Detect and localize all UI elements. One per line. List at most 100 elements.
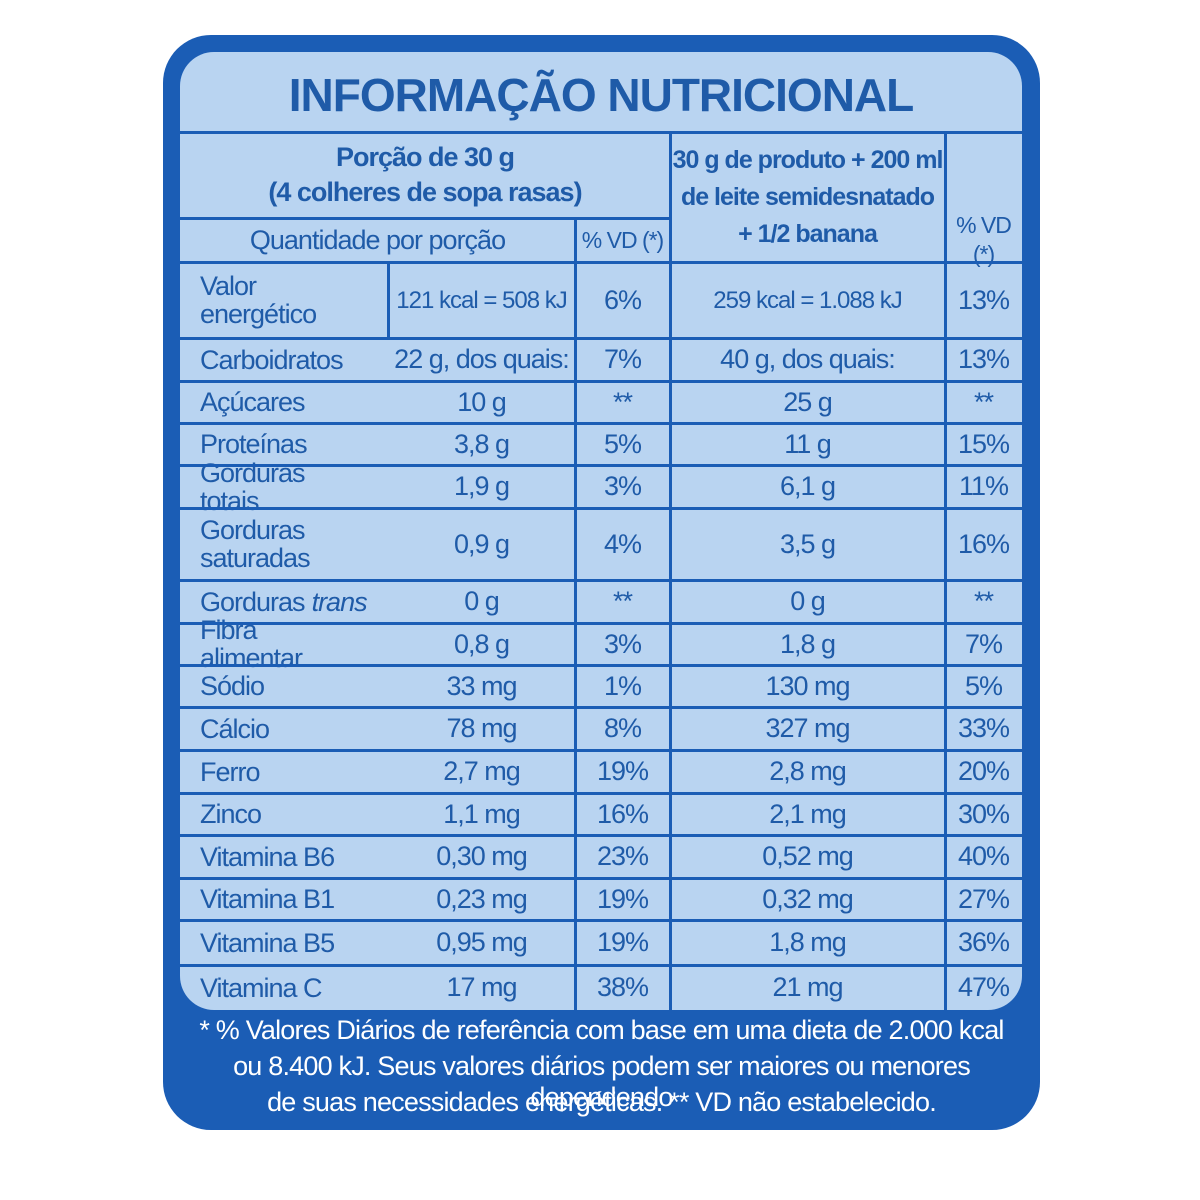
quantity: 25 g (783, 386, 833, 417)
rule (574, 218, 577, 1010)
vd-header: % VD (*) (956, 212, 1012, 267)
quantity: 0,9 g (453, 528, 510, 559)
vd: 3% (603, 628, 642, 659)
quantity: 1,8 g (779, 628, 836, 659)
nutrient-name: Gorduras totais (180, 459, 388, 515)
nutrient-name: Carboidratos (180, 338, 388, 381)
header-line: de leite semidesnatado (680, 182, 935, 211)
nutrient-name: Vitamina B1 (180, 878, 388, 920)
header-line: + 1/2 banana (738, 219, 878, 248)
footnote-line: * % Valores Diários de referência com ba… (199, 1015, 1004, 1045)
vd: ** (973, 386, 994, 417)
nutrient-text: Vitamina B1 (200, 884, 335, 914)
nutrient-text: Vitamina B5 (200, 927, 335, 958)
nutrient-name: Fibra alimentar (180, 616, 388, 672)
vd: 5% (603, 428, 642, 459)
nutrient-name: Proteínas (180, 423, 388, 465)
quantity: 21 mg (772, 972, 843, 1002)
nutrient-name: Zinco (180, 793, 388, 835)
nutrient-name: Valor energético (180, 262, 388, 338)
vd: 30% (957, 798, 1010, 829)
nutrient-name: Cálcio (180, 707, 388, 750)
vd: 40% (957, 841, 1010, 871)
quantity: 0,32 mg (762, 883, 854, 914)
nutrient-name: Vitamina C (180, 965, 388, 1010)
quantity: 1,8 mg (769, 927, 847, 957)
footnote-line: de suas necessidades energéticas. ** VD … (267, 1087, 937, 1117)
header-line: 30 g de produto + 200 ml (672, 145, 944, 174)
quantity: 22 g, dos quais: (394, 344, 570, 374)
rule (180, 792, 1022, 795)
vd: 19% (596, 756, 649, 786)
footnote-line: ou 8.400 kJ. Seus valores diários podem … (233, 1051, 971, 1112)
quantity: 0,30 mg (436, 841, 528, 871)
prepared-header: 30 g de produto + 200 ml de leite semides… (670, 132, 945, 262)
nutrient-text: Zinco (200, 799, 262, 829)
quantity: 0,95 mg (436, 927, 528, 957)
vd: 6% (603, 284, 642, 315)
quantity: 130 mg (765, 670, 850, 701)
quantity: 0,52 mg (762, 841, 854, 871)
quantity: 10 g (457, 386, 507, 417)
rule (180, 919, 1022, 922)
nutrient-name: Gorduras trans (180, 580, 388, 623)
header-line: (4 colheres de sopa rasas) (268, 177, 582, 207)
quantity: 0,23 mg (436, 883, 528, 914)
vd: 16% (596, 798, 649, 829)
rule (180, 706, 1022, 709)
rule (180, 217, 670, 220)
vd: ** (973, 586, 994, 616)
quantity: 0 g (790, 586, 826, 616)
vd: 13% (957, 284, 1010, 315)
title: INFORMAÇÃO NUTRICIONAL (288, 69, 915, 121)
vd: 27% (957, 883, 1010, 914)
rule (180, 664, 1022, 667)
vd: ** (612, 386, 633, 417)
vd: 38% (596, 972, 649, 1002)
portion-header: Porção de 30 g (4 colheres de sopa rasas) (180, 132, 670, 218)
quantity: 17 mg (446, 972, 517, 1002)
vd: 13% (957, 344, 1010, 374)
header-line: Porção de 30 g (335, 142, 515, 172)
vd: 36% (957, 927, 1010, 957)
quantity: 3,8 g (453, 428, 510, 459)
vd-header: % VD (*) (581, 226, 664, 253)
vd: ** (612, 586, 633, 616)
vd: 16% (957, 528, 1010, 559)
quantity: 2,8 mg (769, 756, 847, 786)
rule (180, 749, 1022, 752)
rule (180, 834, 1022, 837)
rule (944, 132, 947, 1010)
nutrient-text: Vitamina C (200, 972, 323, 1003)
rule (180, 261, 1022, 264)
rule (180, 964, 1022, 967)
quantity: 33 mg (446, 670, 517, 701)
vd: 33% (957, 713, 1010, 743)
quantity: 40 g, dos quais: (720, 344, 896, 374)
quantity: 0 g (464, 586, 500, 616)
rule (180, 877, 1022, 880)
rule (180, 380, 1022, 383)
rule (180, 507, 1022, 510)
vd: 15% (957, 428, 1010, 459)
vd: 7% (964, 628, 1003, 659)
nutrient-text: Valor energético (200, 271, 317, 329)
vd: 7% (603, 344, 642, 374)
vd: 5% (964, 670, 1003, 701)
nutrient-name: Açúcares (180, 381, 388, 423)
nutrient-name: Vitamina B6 (180, 835, 388, 878)
label-panel (180, 52, 1022, 1010)
quantity: 3,5 g (779, 528, 836, 559)
nutrient-name: Sódio (180, 665, 388, 707)
rule (180, 622, 1022, 625)
vd: 19% (596, 883, 649, 914)
nutrient-text: Ferro (200, 756, 261, 787)
nutrient-text: Açúcares (200, 387, 306, 417)
quantity: 1,1 mg (443, 798, 521, 829)
nutrient-name: Ferro (180, 750, 388, 793)
quantity: 259 kcal = 1.088 kJ (713, 286, 902, 314)
quantity: 6,1 g (779, 471, 836, 501)
rule (180, 422, 1022, 425)
nutrient-text: Gorduras (200, 586, 306, 617)
